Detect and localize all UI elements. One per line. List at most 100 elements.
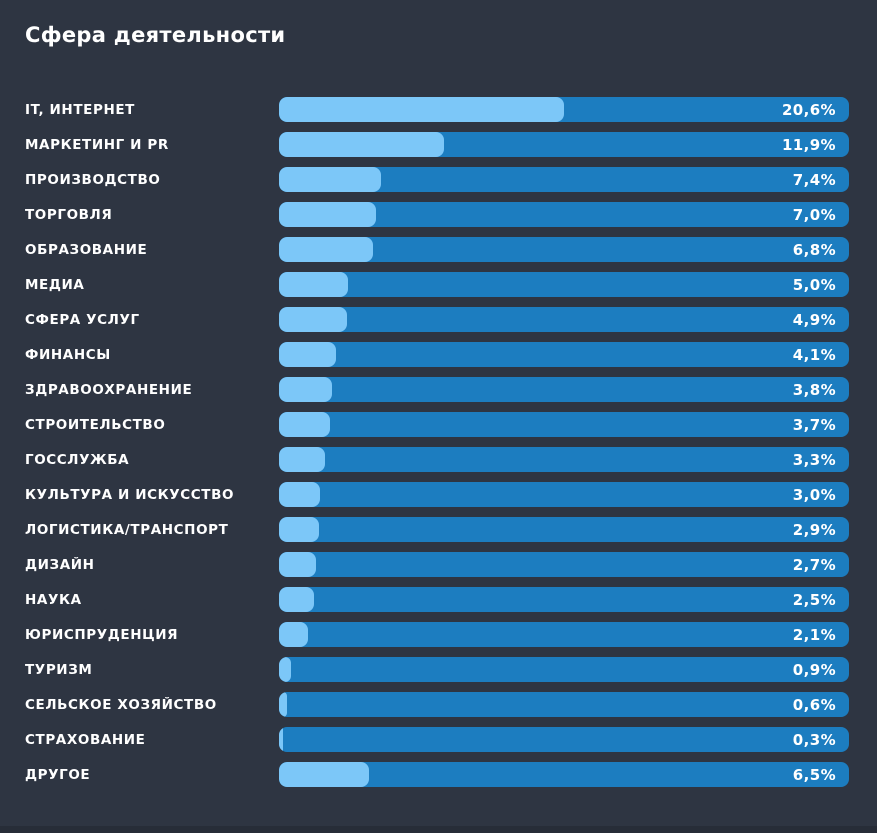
category-label: СТРОИТЕЛЬСТВО [25, 416, 166, 433]
bar-fill [279, 552, 317, 577]
bar-row: СЕЛЬСКОЕ ХОЗЯЙСТВО 0,6% [25, 692, 849, 717]
value-label: 4,9% [792, 310, 836, 329]
category-label: СЕЛЬСКОЕ ХОЗЯЙСТВО [25, 696, 217, 713]
bar-fill [279, 377, 332, 402]
bar-fill [279, 412, 331, 437]
value-label: 11,9% [781, 135, 836, 154]
bar-track: 2,1% [279, 622, 849, 647]
category-label: ЮРИСПРУДЕНЦИЯ [25, 626, 179, 643]
bar-track: 3,7% [279, 412, 849, 437]
category-label: ТОРГОВЛЯ [25, 206, 113, 223]
value-label: 3,8% [792, 380, 836, 399]
bar-row: ГОССЛУЖБА 3,3% [25, 447, 849, 472]
bar-track: 3,8% [279, 377, 849, 402]
bar-track: 4,1% [279, 342, 849, 367]
category-label: ФИНАНСЫ [25, 346, 111, 363]
bar-row: МЕДИА 5,0% [25, 272, 849, 297]
bar-row: IT, ИНТЕРНЕТ 20,6% [25, 97, 849, 122]
category-label: МАРКЕТИНГ И PR [25, 136, 169, 153]
chart-title: Сфера деятельности [25, 23, 286, 47]
bar-fill [279, 482, 321, 507]
bar-row: ТУРИЗМ 0,9% [25, 657, 849, 682]
value-label: 6,8% [792, 240, 836, 259]
value-label: 3,0% [792, 485, 836, 504]
bar-track: 2,7% [279, 552, 849, 577]
bar-track: 2,9% [279, 517, 849, 542]
value-label: 2,1% [792, 625, 836, 644]
bar-track: 20,6% [279, 97, 849, 122]
bar-rows: IT, ИНТЕРНЕТ 20,6% МАРКЕТИНГ И PR 11,9% … [25, 97, 849, 787]
category-label: ЗДРАВООХРАНЕНИЕ [25, 381, 193, 398]
bar-track: 7,0% [279, 202, 849, 227]
bar-row: ОБРАЗОВАНИЕ 6,8% [25, 237, 849, 262]
category-label: СФЕРА УСЛУГ [25, 311, 140, 328]
bar-row: СТРАХОВАНИЕ 0,3% [25, 727, 849, 752]
bar-fill [279, 657, 292, 682]
bar-row: ДРУГОЕ 6,5% [25, 762, 849, 787]
bar-row: ЛОГИСТИКА/ТРАНСПОРТ 2,9% [25, 517, 849, 542]
bar-track: 3,0% [279, 482, 849, 507]
bar-fill [279, 202, 376, 227]
bar-row: ФИНАНСЫ 4,1% [25, 342, 849, 367]
value-label: 3,7% [792, 415, 836, 434]
category-label: ДРУГОЕ [25, 766, 91, 783]
bar-track: 6,5% [279, 762, 849, 787]
value-label: 7,0% [792, 205, 836, 224]
bar-fill [279, 517, 320, 542]
bar-fill [279, 342, 336, 367]
bar-row: МАРКЕТИНГ И PR 11,9% [25, 132, 849, 157]
bar-track: 2,5% [279, 587, 849, 612]
bar-track: 0,9% [279, 657, 849, 682]
bar-track: 5,0% [279, 272, 849, 297]
value-label: 0,3% [792, 730, 836, 749]
value-label: 3,3% [792, 450, 836, 469]
bar-fill [279, 237, 374, 262]
bar-row: СФЕРА УСЛУГ 4,9% [25, 307, 849, 332]
bar-fill [279, 97, 564, 122]
bar-fill [279, 692, 288, 717]
category-label: КУЛЬТУРА И ИСКУССТВО [25, 486, 235, 503]
bar-fill [279, 272, 349, 297]
category-label: ОБРАЗОВАНИЕ [25, 241, 148, 258]
value-label: 2,7% [792, 555, 836, 574]
category-label: ПРОИЗВОДСТВО [25, 171, 161, 188]
category-label: МЕДИА [25, 276, 85, 293]
value-label: 5,0% [792, 275, 836, 294]
value-label: 20,6% [781, 100, 836, 119]
bar-fill [279, 762, 369, 787]
value-label: 0,6% [792, 695, 836, 714]
category-label: ЛОГИСТИКА/ТРАНСПОРТ [25, 521, 229, 538]
bar-fill [279, 622, 309, 647]
bar-row: ЮРИСПРУДЕНЦИЯ 2,1% [25, 622, 849, 647]
bar-track: 11,9% [279, 132, 849, 157]
category-label: СТРАХОВАНИЕ [25, 731, 146, 748]
bar-row: ДИЗАЙН 2,7% [25, 552, 849, 577]
bar-fill [279, 587, 314, 612]
bar-track: 0,3% [279, 727, 849, 752]
bar-fill [279, 167, 382, 192]
bar-row: ПРОИЗВОДСТВО 7,4% [25, 167, 849, 192]
category-label: ДИЗАЙН [25, 556, 95, 573]
bar-row: ТОРГОВЛЯ 7,0% [25, 202, 849, 227]
bar-track: 6,8% [279, 237, 849, 262]
category-label: НАУКА [25, 591, 82, 608]
value-label: 2,5% [792, 590, 836, 609]
bar-fill [279, 447, 325, 472]
category-label: ТУРИЗМ [25, 661, 93, 678]
bar-row: СТРОИТЕЛЬСТВО 3,7% [25, 412, 849, 437]
bar-track: 7,4% [279, 167, 849, 192]
bar-row: ЗДРАВООХРАНЕНИЕ 3,8% [25, 377, 849, 402]
bar-fill [279, 727, 284, 752]
value-label: 0,9% [792, 660, 836, 679]
bar-fill [279, 132, 444, 157]
category-label: IT, ИНТЕРНЕТ [25, 101, 135, 118]
category-label: ГОССЛУЖБА [25, 451, 130, 468]
bar-track: 0,6% [279, 692, 849, 717]
value-label: 2,9% [792, 520, 836, 539]
value-label: 6,5% [792, 765, 836, 784]
bar-track: 4,9% [279, 307, 849, 332]
bar-row: КУЛЬТУРА И ИСКУССТВО 3,0% [25, 482, 849, 507]
footer-strip [0, 826, 877, 833]
bar-track: 3,3% [279, 447, 849, 472]
